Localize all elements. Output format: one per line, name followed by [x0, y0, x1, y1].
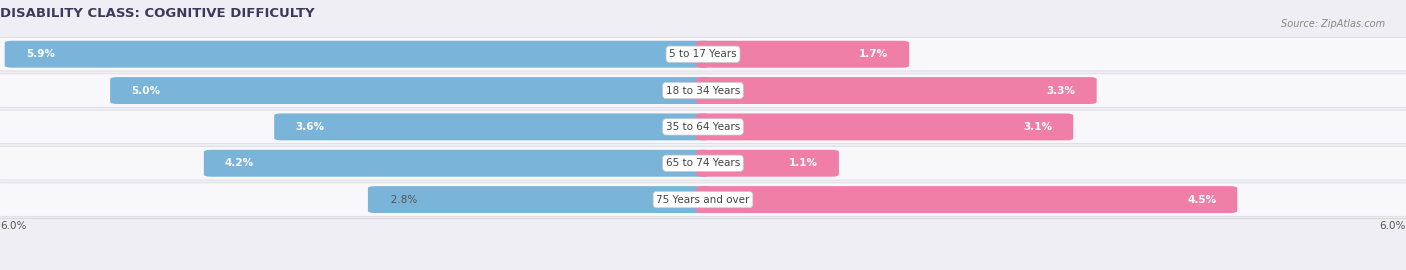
FancyBboxPatch shape [696, 186, 1237, 213]
Text: 2.8%: 2.8% [381, 195, 418, 205]
Text: 18 to 34 Years: 18 to 34 Years [666, 86, 740, 96]
FancyBboxPatch shape [204, 150, 710, 177]
FancyBboxPatch shape [696, 77, 1097, 104]
Text: Source: ZipAtlas.com: Source: ZipAtlas.com [1281, 19, 1385, 29]
Text: 1.7%: 1.7% [859, 49, 889, 59]
FancyBboxPatch shape [696, 113, 1073, 140]
Text: 75 Years and over: 75 Years and over [657, 195, 749, 205]
FancyBboxPatch shape [696, 41, 910, 68]
Text: 3.3%: 3.3% [1046, 86, 1076, 96]
FancyBboxPatch shape [0, 110, 1406, 144]
FancyBboxPatch shape [0, 74, 1406, 107]
FancyBboxPatch shape [4, 41, 710, 68]
Text: 35 to 64 Years: 35 to 64 Years [666, 122, 740, 132]
Text: 6.0%: 6.0% [1379, 221, 1406, 231]
Text: 4.2%: 4.2% [225, 158, 254, 168]
Text: 5.0%: 5.0% [131, 86, 160, 96]
Text: 1.1%: 1.1% [789, 158, 818, 168]
Text: DISABILITY CLASS: COGNITIVE DIFFICULTY: DISABILITY CLASS: COGNITIVE DIFFICULTY [0, 7, 315, 20]
Text: 3.6%: 3.6% [295, 122, 325, 132]
FancyBboxPatch shape [0, 147, 1406, 180]
FancyBboxPatch shape [110, 77, 710, 104]
FancyBboxPatch shape [274, 113, 710, 140]
Text: 65 to 74 Years: 65 to 74 Years [666, 158, 740, 168]
Text: 3.1%: 3.1% [1024, 122, 1052, 132]
Text: 5 to 17 Years: 5 to 17 Years [669, 49, 737, 59]
FancyBboxPatch shape [0, 183, 1406, 216]
FancyBboxPatch shape [696, 150, 839, 177]
FancyBboxPatch shape [0, 38, 1406, 71]
Text: 4.5%: 4.5% [1187, 195, 1216, 205]
FancyBboxPatch shape [368, 186, 710, 213]
Text: 5.9%: 5.9% [25, 49, 55, 59]
Text: 6.0%: 6.0% [0, 221, 27, 231]
